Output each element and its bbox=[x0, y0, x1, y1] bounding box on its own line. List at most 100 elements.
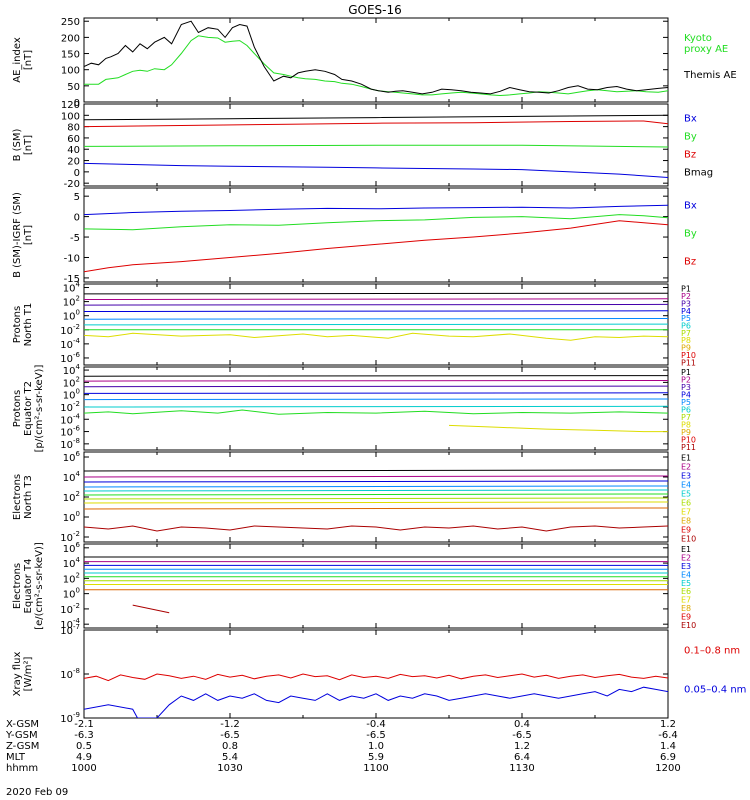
y-tick-label: 0 bbox=[74, 168, 80, 179]
legend-label-p6: P6 bbox=[681, 406, 691, 415]
ephemeris-value: -6.4 bbox=[658, 730, 678, 741]
legend-label-e5: E5 bbox=[681, 490, 691, 499]
y-tick-label: 10-2 bbox=[60, 602, 80, 616]
ephemeris-value: -6.3 bbox=[74, 730, 94, 741]
ephemeris-value: -1.2 bbox=[220, 719, 240, 730]
panel-frame bbox=[83, 366, 669, 451]
y-tick-label: -10 bbox=[64, 253, 80, 264]
ephemeris-value: 1100 bbox=[363, 763, 388, 774]
series-line-e1 bbox=[84, 469, 668, 472]
y-tick-label: 106 bbox=[63, 541, 81, 555]
series-line-p4 bbox=[84, 392, 668, 394]
series-line-p8 bbox=[448, 424, 668, 433]
series-line-p6 bbox=[84, 405, 668, 408]
y-tick-label: 10-8 bbox=[60, 667, 80, 681]
ephemeris-row-label: hhmm bbox=[6, 763, 38, 774]
y-tick-label: 40 bbox=[67, 145, 80, 156]
series-line-p7 bbox=[84, 409, 668, 415]
legend-label-p1: P1 bbox=[681, 368, 691, 377]
panel-frame bbox=[83, 17, 669, 103]
series-line-e8 bbox=[84, 501, 668, 504]
ephemeris-value: 1200 bbox=[655, 763, 680, 774]
legend-label-e1: E1 bbox=[681, 454, 691, 463]
legend-label-e7: E7 bbox=[681, 596, 691, 605]
series-line-themis-ae bbox=[84, 20, 668, 95]
legend-label-p1: P1 bbox=[681, 285, 691, 294]
y-tick-label: -20 bbox=[64, 179, 80, 190]
y-tick-label: 102 bbox=[63, 295, 80, 309]
legend-label-p5: P5 bbox=[681, 398, 691, 407]
legend-label-e10: E10 bbox=[681, 621, 696, 630]
ephemeris-value: 1000 bbox=[71, 763, 96, 774]
legend-label-p4: P4 bbox=[681, 307, 691, 316]
y-tick-label: 10-7 bbox=[60, 623, 80, 637]
ephemeris-value: 1.4 bbox=[660, 741, 676, 752]
panel-5: 10-810-610-410-2100102104ProtonsEquator … bbox=[12, 363, 696, 452]
ephemeris-table: X-GSM -2.1 -1.2 -0.4 0.4 1.2 Y-GSM -6.3 -6.5 -6.5… bbox=[5, 719, 681, 774]
y-tick-label: 150 bbox=[61, 50, 80, 61]
series-line-p3 bbox=[84, 303, 668, 306]
legend-label-p6: P6 bbox=[681, 322, 691, 331]
ephemeris-value: 4.9 bbox=[76, 752, 92, 763]
legend-label-bz: Bz bbox=[684, 256, 696, 267]
panel-3: -15 -10 -5 0 5 B (SM)-IGRF (SM)[nT] Bx By Bz bbox=[12, 187, 697, 285]
series-line-0-05-0-4-nm bbox=[84, 686, 668, 718]
legend-label-p5: P5 bbox=[681, 314, 691, 323]
legend-label-e2: E2 bbox=[681, 463, 691, 472]
legend-label-bx: Bx bbox=[684, 200, 697, 211]
series-line-e10 bbox=[132, 604, 170, 614]
y-axis-label: ElectronsNorth T3 bbox=[12, 474, 34, 520]
ephemeris-value: 0.5 bbox=[76, 741, 92, 752]
ephemeris-value: 1130 bbox=[509, 763, 534, 774]
series-line-bmag bbox=[84, 114, 668, 121]
y-tick-label: 0 bbox=[74, 213, 80, 224]
panel-1: 0 50 100 150 200 250 AE_index[nT] Kyoto proxy AE… bbox=[12, 17, 737, 109]
panel-frame bbox=[83, 187, 669, 283]
series-line-by bbox=[84, 214, 668, 231]
y-tick-label: -5 bbox=[70, 233, 80, 244]
series-line-p8 bbox=[84, 332, 668, 341]
y-axis-label: AE_index[nT] bbox=[12, 37, 34, 83]
y-tick-label: 50 bbox=[67, 82, 80, 93]
legend-label-p11: P11 bbox=[681, 358, 696, 367]
legend-label-e2: E2 bbox=[681, 554, 691, 563]
series-line-p4 bbox=[84, 310, 668, 312]
ephemeris-value: -0.4 bbox=[366, 719, 386, 730]
y-tick-label: 104 bbox=[63, 556, 81, 570]
legend-label-p2: P2 bbox=[681, 375, 691, 384]
ephemeris-value: 1.0 bbox=[368, 741, 384, 752]
y-tick-label: 100 bbox=[61, 111, 80, 122]
legend-label-kyoto-proxy-ae: Kyoto proxy AE bbox=[684, 33, 728, 55]
legend-label-p4: P4 bbox=[681, 390, 691, 399]
legend-label-e7: E7 bbox=[681, 508, 691, 517]
series-line-p5 bbox=[84, 318, 668, 320]
y-tick-label: 250 bbox=[61, 17, 80, 28]
ephemeris-value: 5.9 bbox=[368, 752, 384, 763]
ephemeris-row-label: Y-GSM bbox=[5, 730, 38, 741]
ephemeris-value: 6.4 bbox=[514, 752, 530, 763]
series-line-e3 bbox=[84, 480, 668, 483]
series-line-bx bbox=[84, 204, 668, 216]
legend-label-by: By bbox=[684, 228, 697, 239]
series-line-p1 bbox=[84, 292, 668, 295]
legend-label-p7: P7 bbox=[681, 329, 691, 338]
y-tick-label: 5 bbox=[74, 192, 80, 203]
legend-label-p7: P7 bbox=[681, 413, 691, 422]
y-tick-label: 104 bbox=[63, 281, 81, 295]
legend-label-e10: E10 bbox=[681, 535, 696, 544]
series-line-p1 bbox=[84, 375, 668, 377]
legend-label-e6: E6 bbox=[681, 499, 691, 508]
series-line-e2 bbox=[84, 475, 668, 478]
y-axis-label: ElectronsEquator T4[e/(cm²-s-sr-keV)] bbox=[12, 542, 45, 630]
y-tick-label: 100 bbox=[63, 510, 80, 524]
series-line-e4 bbox=[84, 485, 668, 488]
y-tick-label: 100 bbox=[63, 309, 80, 323]
legend-label-p2: P2 bbox=[681, 292, 691, 301]
legend-label-bx: Bx bbox=[684, 113, 697, 124]
legend-label-e4: E4 bbox=[681, 481, 691, 490]
legend-label-0-1-0-8-nm: 0.1–0.8 nm bbox=[684, 646, 740, 657]
